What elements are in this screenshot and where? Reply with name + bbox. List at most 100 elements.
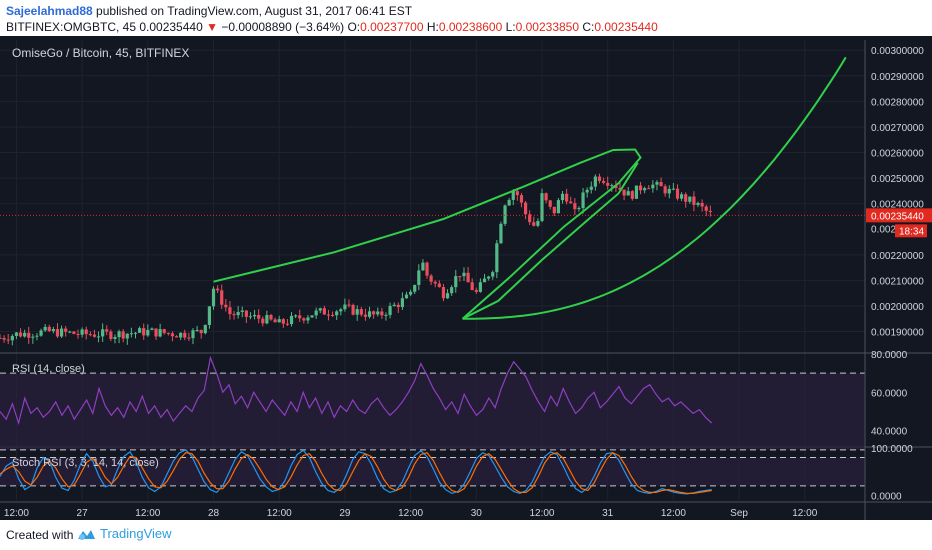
price-tick-label: 0.00290000 <box>871 72 924 83</box>
candle-body <box>511 191 515 200</box>
candle-body <box>400 298 404 308</box>
time-tick-label: 31 <box>602 508 614 519</box>
candle-body <box>708 210 712 212</box>
time-tick-label: 12:00 <box>661 508 686 519</box>
candle-body <box>487 276 491 279</box>
candle-body <box>248 316 253 318</box>
candle-body <box>216 288 220 291</box>
candle-body <box>372 311 376 315</box>
candle-body <box>359 309 363 315</box>
candle-body <box>314 310 318 316</box>
candle-body <box>158 329 162 337</box>
candle-body <box>289 315 294 325</box>
candle-body <box>647 188 651 190</box>
candle-body <box>187 337 191 339</box>
candle-body <box>462 272 466 277</box>
candle-body <box>421 262 425 271</box>
candle-body <box>335 311 339 316</box>
candle-body <box>330 314 335 316</box>
candle-body <box>556 200 561 214</box>
candle-body <box>491 272 495 277</box>
candle-body <box>630 191 634 199</box>
chart-header: Sajeelahmad88 published on TradingView.c… <box>0 0 932 36</box>
price-tick-label: 0.00250000 <box>871 174 924 185</box>
candle-body <box>84 329 88 335</box>
candle-body <box>552 206 556 214</box>
candle-body <box>597 176 602 181</box>
candle-body <box>671 188 675 190</box>
candle-body <box>59 328 64 337</box>
candle-body <box>109 331 113 339</box>
candle-body <box>355 309 359 315</box>
rsi-tick-label: 80.0000 <box>871 350 908 361</box>
price-chart-title: OmiseGo / Bitcoin, 45, BITFINEX <box>12 46 189 60</box>
price-tick-label: 0.00270000 <box>871 123 924 134</box>
candle-body <box>700 202 704 207</box>
chart-svg[interactable]: 0.00300000 0.00290000 0.00280000 0.00270000… <box>0 36 932 520</box>
candle-body <box>68 331 72 333</box>
candle-body <box>339 309 343 312</box>
candle-body <box>470 282 474 291</box>
author-link[interactable]: Sajeelahmad88 <box>6 4 93 18</box>
rsi-tick-label: 60.0000 <box>871 388 908 399</box>
candle-body <box>667 188 671 194</box>
candle-body <box>105 329 109 332</box>
candle-body <box>92 334 97 337</box>
candle-body <box>429 275 433 282</box>
candle-body <box>154 328 158 337</box>
chart-area[interactable]: 0.00300000 0.00290000 0.00280000 0.00270000… <box>0 36 932 520</box>
candle-body <box>39 330 43 336</box>
created-with-label: Created with <box>6 528 74 542</box>
candle-body <box>113 337 117 339</box>
price-tick-label: 0.00280000 <box>871 97 924 108</box>
candle-body <box>536 220 540 226</box>
candle-body <box>0 337 2 339</box>
candle-body <box>326 314 331 316</box>
candle-body <box>343 304 347 310</box>
candle-body <box>23 332 27 337</box>
open-label: O: <box>344 20 361 34</box>
tradingview-logo-icon <box>78 529 95 540</box>
candle-body <box>261 318 265 324</box>
candle-body <box>688 196 692 202</box>
candle-body <box>162 329 166 333</box>
publish-info: published on TradingView.com, August 31,… <box>92 4 413 18</box>
time-tick-label: 28 <box>208 508 220 519</box>
price-tick-label: 0.00240000 <box>871 200 924 211</box>
timer-badge <box>895 224 927 238</box>
stoch-k-line <box>0 449 712 495</box>
candle-body <box>392 304 396 307</box>
time-tick-label: 12:00 <box>398 508 423 519</box>
price-tick-label: 0.00200000 <box>871 302 924 313</box>
candle-body <box>515 191 519 196</box>
candle-body <box>507 199 511 206</box>
candle-body <box>199 329 203 334</box>
candle-body <box>273 319 277 323</box>
candle-body <box>138 328 142 333</box>
tradingview-link[interactable]: TradingView <box>76 526 172 541</box>
price-tick-label: 0.00190000 <box>871 328 924 339</box>
candle-body <box>96 336 101 338</box>
candle-body <box>585 189 589 193</box>
candle-body <box>466 272 470 283</box>
candle-body <box>117 331 121 338</box>
candle-body <box>43 326 47 331</box>
price-tick-label-partial: 0.0023 <box>871 224 902 235</box>
candle-body <box>35 335 39 337</box>
candle-body <box>589 186 593 190</box>
time-tick-label: 29 <box>339 508 351 519</box>
candle-body <box>651 184 655 189</box>
candle-body <box>528 214 532 223</box>
stoch-d-line <box>0 451 712 494</box>
candle-body <box>150 328 154 330</box>
candle-body <box>499 223 503 244</box>
symbol-label: BITFINEX:OMGBTC, 45 0.00235440 <box>6 20 203 34</box>
high-value: 0.00238600 <box>438 20 503 34</box>
candle-body <box>482 278 487 283</box>
candle-body <box>133 332 138 334</box>
candle-body <box>166 332 170 334</box>
candle-body <box>622 189 626 196</box>
candle-body <box>125 333 129 339</box>
candle-body <box>618 188 622 190</box>
candle-body <box>191 330 195 339</box>
